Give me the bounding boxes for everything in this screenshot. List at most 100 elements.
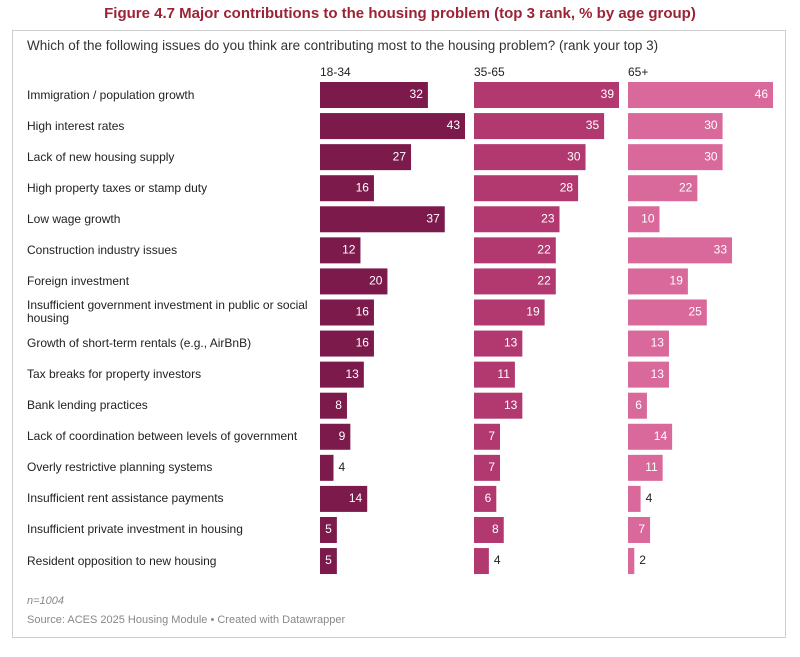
- bar: [320, 548, 337, 575]
- bar: [320, 299, 374, 326]
- value-label: 7: [638, 522, 645, 536]
- legend-label: 35-65: [474, 65, 505, 79]
- category-label: Construction industry issues: [27, 242, 178, 257]
- value-label: 16: [356, 180, 370, 194]
- value-label: 13: [504, 336, 518, 350]
- value-label: 4: [494, 553, 501, 567]
- bar: [628, 516, 651, 543]
- bar: [474, 113, 605, 140]
- bar: [320, 454, 334, 481]
- bar: [474, 237, 556, 264]
- bar: [474, 206, 560, 233]
- bar: [628, 175, 698, 202]
- chart-title: Figure 4.7 Major contributions to the ho…: [104, 5, 696, 22]
- bar: [320, 268, 388, 295]
- value-label: 4: [338, 460, 345, 474]
- bar: [628, 82, 773, 108]
- bar: [628, 144, 723, 171]
- bar: [628, 237, 733, 264]
- value-label: 19: [526, 305, 540, 319]
- bar: [628, 113, 723, 140]
- value-label: 7: [488, 429, 495, 443]
- category-label: Insufficient rent assistance payments: [27, 491, 224, 506]
- bar: [474, 516, 504, 543]
- category-label: Bank lending practices: [27, 398, 148, 413]
- value-label: 6: [485, 491, 492, 505]
- category-label: Resident opposition to new housing: [27, 553, 217, 568]
- value-label: 10: [641, 211, 655, 225]
- category-label: High property taxes or stamp duty: [27, 180, 208, 195]
- bar: [320, 423, 351, 450]
- bar: [628, 299, 707, 326]
- value-label: 13: [651, 367, 665, 381]
- bar: [474, 423, 501, 450]
- value-label: 7: [488, 460, 495, 474]
- value-label: 12: [342, 243, 356, 257]
- value-label: 33: [714, 243, 728, 257]
- bar: [474, 82, 619, 108]
- bar: [320, 206, 445, 233]
- bar: [474, 330, 523, 357]
- bar: [320, 144, 412, 171]
- value-label: 25: [688, 305, 702, 319]
- value-label: 30: [567, 149, 581, 163]
- value-label: 19: [670, 274, 684, 288]
- source: Source: ACES 2025 Housing Module • Creat…: [27, 614, 346, 626]
- value-label: 11: [645, 460, 658, 474]
- bar: [628, 206, 660, 233]
- category-label: Low wage growth: [27, 211, 121, 226]
- value-label: 9: [339, 429, 346, 443]
- value-label: 8: [492, 522, 499, 536]
- bar: [474, 299, 545, 326]
- bar: [320, 330, 374, 357]
- bar: [474, 144, 586, 171]
- value-label: 14: [654, 429, 668, 443]
- value-label: 22: [679, 180, 693, 194]
- value-label: 13: [651, 336, 665, 350]
- value-label: 30: [704, 118, 718, 132]
- bar: [474, 454, 501, 481]
- bar: [320, 485, 368, 512]
- category-label: High interest rates: [27, 118, 125, 133]
- bar: [320, 175, 374, 202]
- value-label: 5: [325, 553, 332, 567]
- bar: [474, 175, 579, 202]
- bar: [628, 423, 673, 450]
- value-label: 43: [447, 118, 461, 132]
- bar: [628, 454, 663, 481]
- bar: [320, 113, 465, 140]
- value-label: 27: [393, 149, 407, 163]
- note: n=1004: [27, 595, 65, 607]
- category-label: Insufficient private investment in housi…: [27, 522, 243, 537]
- value-label: 13: [504, 398, 518, 412]
- bar: [320, 516, 337, 543]
- chart-subtitle: Which of the following issues do you thi…: [27, 38, 659, 53]
- value-label: 46: [755, 87, 769, 101]
- value-label: 5: [325, 522, 332, 536]
- value-label: 32: [410, 87, 424, 101]
- value-label: 4: [646, 491, 653, 505]
- bar: [320, 361, 364, 388]
- value-label: 20: [369, 274, 383, 288]
- bar: [628, 361, 669, 388]
- value-label: 2: [639, 553, 646, 567]
- category-label: Lack of new housing supply: [27, 149, 175, 164]
- bar: [474, 392, 523, 419]
- value-label: 8: [335, 398, 342, 412]
- value-label: 16: [356, 305, 370, 319]
- value-label: 13: [345, 367, 359, 381]
- bar: [320, 237, 361, 264]
- legend-label: 18-34: [320, 65, 351, 79]
- value-label: 35: [586, 118, 600, 132]
- value-label: 28: [560, 180, 574, 194]
- value-label: 22: [537, 274, 551, 288]
- chart-frame: [12, 30, 786, 638]
- category-label: Foreign investment: [27, 273, 130, 288]
- category-label: Immigration / population growth: [27, 87, 195, 102]
- value-label: 6: [635, 398, 642, 412]
- value-label: 14: [349, 491, 363, 505]
- category-label: Growth of short-term rentals (e.g., AirB…: [27, 336, 252, 351]
- legend-label: 65+: [628, 65, 648, 79]
